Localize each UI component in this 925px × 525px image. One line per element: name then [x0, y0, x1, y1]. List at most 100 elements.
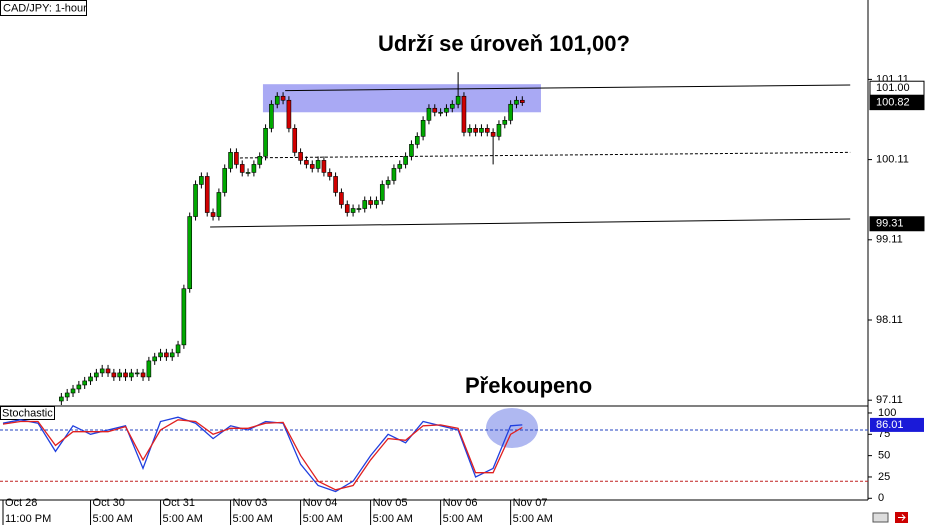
- candle-body: [467, 128, 473, 133]
- candle-body: [292, 128, 298, 153]
- candle-body: [426, 107, 432, 121]
- candle-body: [129, 372, 134, 378]
- candle-body: [356, 208, 362, 210]
- candle-body: [117, 372, 122, 378]
- stochastic-line: [2, 419, 523, 491]
- x-tick-label: Nov 05: [373, 497, 408, 509]
- candle-body: [362, 200, 368, 209]
- x-tick-label: Nov 04: [303, 497, 338, 509]
- candle-body: [239, 164, 245, 173]
- trendline: [210, 218, 851, 228]
- y-tick-label: 99.11: [876, 234, 903, 246]
- candle-body: [350, 208, 356, 213]
- candle-body: [111, 372, 117, 378]
- candle-body: [519, 99, 525, 103]
- candle-body: [490, 132, 496, 137]
- candle-body: [164, 352, 169, 358]
- y-tick-label: 25: [878, 471, 890, 483]
- candle-body: [461, 95, 467, 133]
- price-marker-label: 101.00: [876, 82, 910, 94]
- x-tick-label: Nov 03: [233, 497, 268, 509]
- x-tick-time: 11:00 PM: [5, 513, 51, 525]
- candle-body: [234, 152, 239, 165]
- candle-body: [327, 172, 333, 177]
- candle-body: [175, 344, 181, 354]
- x-tick-time: 5:00 AM: [303, 513, 343, 525]
- candle-body: [210, 212, 216, 217]
- x-tick-label: Oct 31: [163, 497, 195, 509]
- candle-body: [449, 103, 455, 109]
- candle-body: [473, 128, 478, 133]
- candle-body: [420, 119, 426, 137]
- shift-icon: [898, 514, 906, 521]
- candle-body: [379, 184, 385, 201]
- candle-body: [59, 396, 64, 402]
- candle-body: [228, 152, 233, 169]
- x-tick-label: Nov 07: [513, 497, 548, 509]
- candle-body: [64, 392, 70, 398]
- candle-body: [123, 372, 128, 378]
- y-tick-label: 100: [878, 407, 896, 419]
- candle-body: [199, 176, 204, 185]
- candle-body: [105, 368, 111, 374]
- current-marker: [870, 417, 924, 432]
- candle-body: [181, 288, 187, 346]
- candle-body: [76, 384, 82, 390]
- title-box: [0, 0, 87, 16]
- candle-body: [315, 160, 321, 169]
- x-tick-time: 5:00 AM: [513, 513, 553, 525]
- candle-body: [397, 164, 403, 169]
- x-tick-time: 5:00 AM: [443, 513, 483, 525]
- highlight-ellipse: [486, 408, 538, 448]
- stochastic-title: Stochastic: [2, 407, 53, 419]
- candle-body: [257, 156, 263, 165]
- candle-body: [514, 99, 519, 105]
- annotation: Překoupeno: [465, 373, 592, 398]
- y-tick-label: 98.11: [876, 314, 903, 326]
- y-tick-label: 50: [878, 450, 890, 462]
- x-tick-label: Nov 06: [443, 497, 478, 509]
- candle-body: [204, 176, 210, 213]
- candle-body: [344, 204, 350, 213]
- candle-body: [169, 352, 175, 358]
- candle-body: [496, 124, 502, 137]
- candle-body: [321, 160, 327, 173]
- y-tick-label: 0: [878, 492, 884, 504]
- candle-body: [286, 99, 292, 129]
- price-marker-label: 99.31: [876, 218, 904, 230]
- price-marker: [869, 95, 925, 111]
- annotation: Udrží se úroveň 101,00?: [378, 31, 630, 56]
- trendline: [234, 151, 851, 159]
- candle-body: [82, 380, 87, 386]
- x-tick-label: Oct 28: [5, 497, 37, 509]
- candle-body: [193, 184, 198, 217]
- candle-body: [333, 176, 338, 193]
- price-marker-label: 100.82: [876, 97, 910, 109]
- candle-body: [245, 172, 251, 174]
- candle-body: [309, 164, 315, 169]
- candle-body: [304, 160, 309, 165]
- scroll-button[interactable]: [872, 512, 889, 523]
- candle-body: [88, 376, 93, 382]
- candle-body: [99, 368, 105, 374]
- candle-body: [403, 156, 408, 165]
- candle-body: [479, 128, 484, 133]
- candle-body: [409, 144, 414, 157]
- candle-body: [374, 200, 379, 205]
- x-tick-time: 5:00 AM: [93, 513, 133, 525]
- x-tick-time: 5:00 AM: [373, 513, 413, 525]
- price-marker: [869, 216, 925, 232]
- candle-body: [444, 107, 449, 113]
- candle-body: [94, 372, 99, 378]
- stochastic-title-box: [0, 406, 55, 420]
- x-tick-label: Oct 30: [93, 497, 125, 509]
- candle-body: [263, 128, 268, 157]
- current-marker-label: 86.01: [876, 419, 904, 431]
- candle-body: [368, 200, 373, 205]
- candle-body: [158, 352, 163, 358]
- y-tick-label: 97.11: [876, 394, 903, 406]
- chart-title: CAD/JPY: 1-hour: [3, 2, 87, 14]
- candle-body: [187, 216, 193, 290]
- candle-body: [152, 356, 158, 362]
